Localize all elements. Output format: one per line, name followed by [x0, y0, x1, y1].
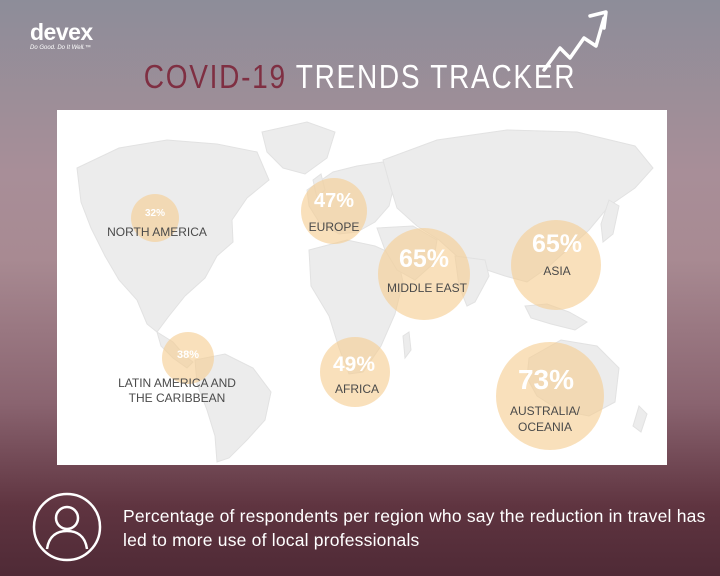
value-latin-america: 38%	[176, 349, 200, 361]
value-asia: 65%	[531, 230, 583, 258]
bubble-europe	[301, 178, 367, 244]
bubble-north-america	[131, 194, 179, 242]
value-north-america: 32%	[144, 208, 165, 219]
value-africa: 49%	[332, 353, 376, 376]
trend-up-arrow-icon	[542, 10, 608, 72]
bubble-asia	[511, 220, 601, 310]
label-africa: AFRICA	[334, 382, 379, 396]
brand-tagline: Do Good. Do It Well.™	[30, 45, 91, 51]
brand-name: devex	[30, 19, 93, 45]
label-latin-america-line2: THE CARIBBEAN	[128, 391, 226, 405]
label-australia-line2: OCEANIA	[517, 420, 572, 434]
footer-caption: Percentage of respondents per region who…	[123, 506, 706, 550]
value-middle-east: 65%	[398, 245, 450, 273]
title-part-tracker: TRENDS TRACKER	[295, 58, 577, 95]
devex-logo: devex Do Good. Do It Well.™	[30, 20, 93, 52]
value-australia: 73%	[517, 364, 575, 395]
label-middle-east: MIDDLE EAST	[386, 281, 467, 295]
bubble-latin-america	[162, 332, 214, 384]
bubble-africa	[320, 337, 390, 407]
label-north-america: NORTH AMERICA	[107, 225, 207, 239]
label-latin-america-line1: LATIN AMERICA AND	[118, 376, 236, 390]
value-europe: 47%	[313, 190, 355, 212]
label-australia-line1: AUSTRALIA/	[509, 404, 581, 418]
bubble-australia	[496, 342, 604, 450]
map-panel: 32% NORTH AMERICA 47% EUROPE 65% MIDDLE …	[57, 110, 667, 465]
label-asia: ASIA	[543, 264, 571, 278]
title-part-covid: COVID-19	[143, 58, 287, 95]
page-title: COVID-19 TRENDS TRACKER	[54, 58, 666, 96]
bubble-middle-east	[378, 228, 470, 320]
person-circle-icon	[32, 492, 102, 562]
label-europe: EUROPE	[308, 220, 360, 234]
